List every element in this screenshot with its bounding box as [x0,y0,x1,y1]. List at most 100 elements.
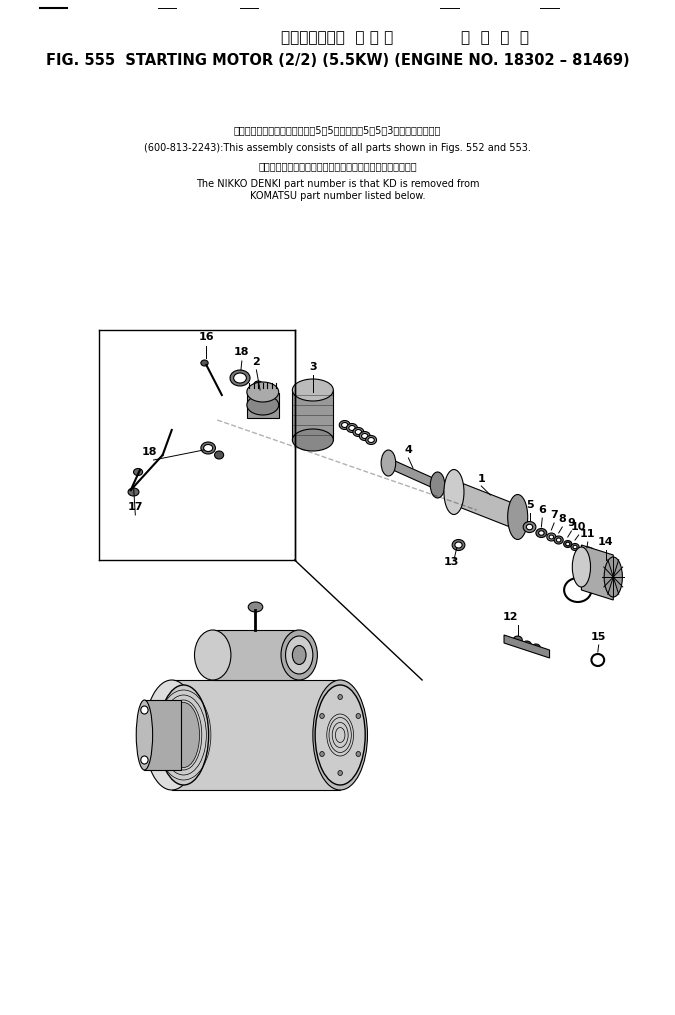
Ellipse shape [201,360,208,366]
Text: 適  用  号  機: 適 用 号 機 [461,30,529,46]
Polygon shape [144,700,181,770]
Ellipse shape [355,429,362,434]
Ellipse shape [215,451,223,459]
Ellipse shape [452,540,465,550]
Ellipse shape [194,630,231,680]
Text: 15: 15 [591,632,606,642]
Ellipse shape [167,702,200,767]
Text: 2: 2 [252,357,261,367]
Ellipse shape [531,644,541,652]
Text: 17: 17 [128,502,143,512]
Ellipse shape [381,450,396,476]
Text: 12: 12 [503,612,518,622]
Ellipse shape [159,685,209,785]
Ellipse shape [573,545,577,549]
Text: 4: 4 [404,445,412,455]
Ellipse shape [342,422,348,427]
Text: KOMATSU part number listed below.: KOMATSU part number listed below. [250,191,425,201]
Ellipse shape [536,529,547,538]
Ellipse shape [430,472,445,498]
Ellipse shape [136,700,153,770]
Text: 18: 18 [141,447,157,457]
Ellipse shape [539,531,544,535]
Text: 5: 5 [526,500,533,510]
Ellipse shape [362,433,368,438]
Polygon shape [213,630,299,680]
Ellipse shape [230,370,250,386]
Text: 8: 8 [558,514,566,524]
Ellipse shape [338,694,342,699]
Ellipse shape [281,630,317,680]
Ellipse shape [571,543,579,550]
Ellipse shape [134,469,142,475]
Polygon shape [388,458,437,490]
Text: 18: 18 [234,347,250,357]
Ellipse shape [234,373,246,383]
Ellipse shape [556,538,561,542]
Ellipse shape [320,751,324,756]
Ellipse shape [320,714,324,719]
Text: 1: 1 [477,474,485,484]
Ellipse shape [338,770,342,775]
Ellipse shape [547,533,556,541]
Ellipse shape [359,431,370,441]
Ellipse shape [346,423,358,432]
Ellipse shape [248,602,263,612]
Polygon shape [454,480,518,530]
Ellipse shape [261,386,270,394]
Text: スターティング  モ ー タ: スターティング モ ー タ [281,30,394,46]
Text: 9: 9 [568,518,575,528]
FancyBboxPatch shape [247,393,279,417]
Ellipse shape [292,379,333,401]
Ellipse shape [566,542,570,546]
Ellipse shape [366,435,377,445]
Ellipse shape [522,641,531,649]
Ellipse shape [349,425,355,430]
Ellipse shape [128,488,139,496]
Ellipse shape [313,680,367,790]
Ellipse shape [554,536,563,544]
Ellipse shape [513,636,522,644]
Ellipse shape [141,706,148,714]
Ellipse shape [144,680,199,790]
Ellipse shape [247,395,279,415]
FancyBboxPatch shape [292,390,333,439]
Ellipse shape [356,751,360,756]
Text: 10: 10 [571,522,587,532]
Text: 11: 11 [580,529,595,539]
Ellipse shape [292,429,333,451]
Polygon shape [504,635,549,658]
Ellipse shape [578,547,596,563]
Ellipse shape [356,714,360,719]
Ellipse shape [564,541,572,547]
Text: 16: 16 [198,332,214,342]
Ellipse shape [353,427,364,436]
Ellipse shape [201,442,215,454]
Ellipse shape [508,494,528,540]
Ellipse shape [549,535,554,539]
Text: The NIKKO DENKI part number is that KD is removed from: The NIKKO DENKI part number is that KD i… [196,179,479,189]
Ellipse shape [247,382,279,402]
Text: (600-813-2243):This assembly consists of all parts shown in Figs. 552 and 553.: (600-813-2243):This assembly consists of… [144,143,531,153]
Text: このアセンブリの構成部品は囶5㔱5図および囶5㔲5㔲3図をみて下さい．: このアセンブリの構成部品は囶5㔱5図および囶5㔲5㔲3図をみて下さい． [234,125,441,135]
Ellipse shape [523,522,536,533]
Ellipse shape [604,557,622,597]
Ellipse shape [526,525,533,530]
Ellipse shape [444,470,464,515]
Text: 13: 13 [443,557,459,567]
Ellipse shape [580,549,593,560]
Text: 6: 6 [539,505,546,515]
Polygon shape [581,545,614,600]
Text: 品番のメーカ記号ＫＤを除いたものが日転電機の品番です．: 品番のメーカ記号ＫＤを除いたものが日転電機の品番です． [258,161,416,171]
Ellipse shape [286,636,313,674]
Ellipse shape [340,420,350,429]
Ellipse shape [572,547,591,587]
Polygon shape [171,680,340,790]
Text: FIG. 555  STARTING MOTOR (2/2) (5.5KW) (ENGINE NO. 18302 – 81469): FIG. 555 STARTING MOTOR (2/2) (5.5KW) (E… [46,53,629,68]
Ellipse shape [254,381,263,389]
Ellipse shape [455,542,462,548]
Ellipse shape [204,445,213,452]
Ellipse shape [368,437,375,443]
Text: 7: 7 [550,510,558,520]
Ellipse shape [141,756,148,764]
